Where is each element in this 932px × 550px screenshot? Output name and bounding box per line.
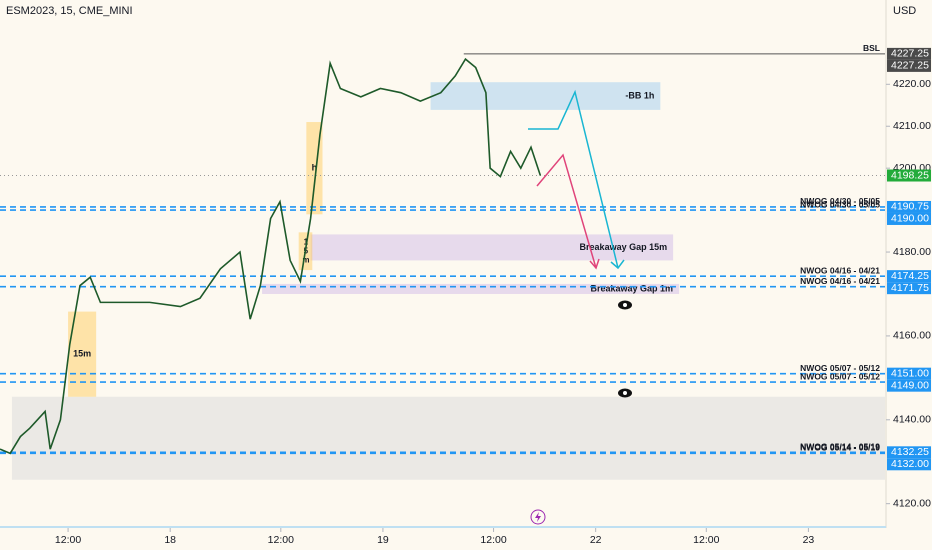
zone-label: Breakaway Gap 1m <box>591 283 674 293</box>
eye-icon <box>618 388 632 398</box>
level-label: NWOG 04/16 - 04/21 <box>800 276 880 286</box>
arrow-head <box>589 258 600 270</box>
y-tick-label: 4140.00 <box>893 414 931 426</box>
axes: 4120.004140.004160.004180.004200.004210.… <box>55 48 931 546</box>
price-label-box <box>887 446 931 459</box>
arrow-head <box>610 259 625 270</box>
event-icon[interactable] <box>530 509 546 525</box>
price-label: 4171.75 <box>891 282 929 294</box>
price-series <box>0 57 542 455</box>
x-tick-label: 19 <box>377 534 389 546</box>
price-label: 4190.00 <box>891 213 929 225</box>
price-label-box <box>887 282 931 295</box>
price-label: 4132.25 <box>891 446 929 458</box>
price-label: 4190.75 <box>891 201 929 213</box>
price-label-box <box>887 212 931 225</box>
price-label: 4174.25 <box>891 270 929 282</box>
x-tick-label: 12:00 <box>55 534 81 546</box>
level-label: NWOG 04/16 - 04/21 <box>800 265 880 275</box>
eye-icon <box>618 300 632 310</box>
x-tick-label: 12:00 <box>268 534 294 546</box>
projection-arrow <box>536 153 597 269</box>
y-tick-label: 4120.00 <box>893 497 931 509</box>
price-label-box <box>887 367 931 380</box>
y-tick-label: 4220.00 <box>893 78 931 90</box>
price-label: 4149.00 <box>891 379 929 391</box>
x-tick-label: 22 <box>590 534 602 546</box>
x-tick-label: 23 <box>803 534 815 546</box>
projection-arrow <box>528 89 619 269</box>
price-label: 4132.00 <box>891 458 929 470</box>
price-label-box <box>887 200 931 213</box>
y-tick-label: 4160.00 <box>893 330 931 342</box>
chart-title: ESM2023, 15, CME_MINI <box>6 5 133 17</box>
zone-label: 15m <box>73 349 91 359</box>
x-tick-label: 12:00 <box>480 534 506 546</box>
zone-label: -BB 1h <box>625 90 654 100</box>
bsl-label: BSL <box>863 43 880 53</box>
zone-label: h <box>312 163 318 173</box>
zone-label: Breakaway Gap 15m <box>580 242 668 252</box>
currency: USD <box>893 5 916 17</box>
level-label: NWOG 04/30 - 05/05 <box>800 199 880 209</box>
zone <box>11 396 886 480</box>
price-label: 4151.00 <box>891 367 929 379</box>
zone <box>430 82 661 110</box>
price-label-box <box>887 270 931 283</box>
zone <box>262 283 680 294</box>
price-label-box <box>887 47 931 60</box>
price-label-box <box>887 59 931 72</box>
level-label: NWOG 04/30 - 05/05 <box>800 196 880 206</box>
y-tick-label: 4180.00 <box>893 246 931 258</box>
level-label: NWOG 05/14 - 05/19 <box>800 442 880 452</box>
price-label: 4227.25 <box>891 48 929 60</box>
y-tick-label: 4210.00 <box>893 120 931 132</box>
price-label: 4227.25 <box>891 60 929 72</box>
level-label: NWOG 05/07 - 05/12 <box>800 363 880 373</box>
x-tick-label: 18 <box>164 534 176 546</box>
level-label: NWOG 05/14 - 05/19 <box>800 443 880 453</box>
price-line <box>0 57 542 455</box>
price-label-box <box>887 458 931 471</box>
price-label-box <box>887 169 931 182</box>
x-tick-label: 12:00 <box>693 534 719 546</box>
price-label: 4198.25 <box>891 169 929 181</box>
level-label: NWOG 05/07 - 05/12 <box>800 371 880 381</box>
price-label-box <box>887 379 931 392</box>
